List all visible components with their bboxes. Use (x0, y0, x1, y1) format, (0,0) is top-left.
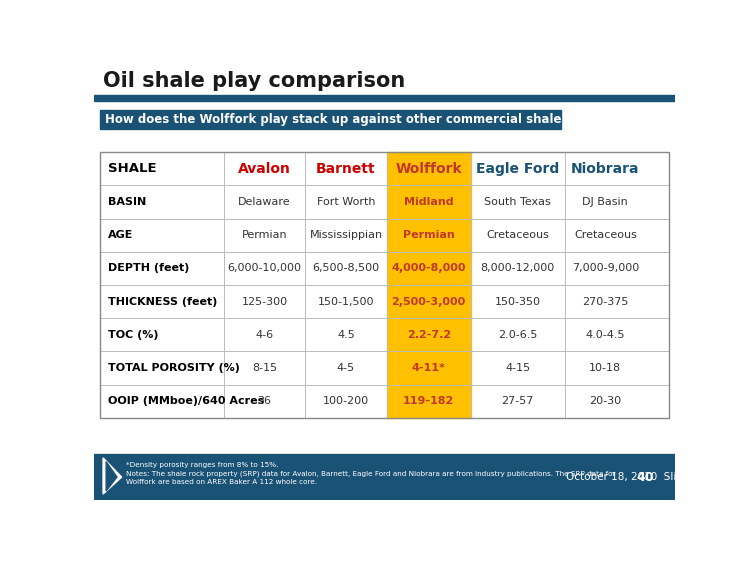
Text: 20-30: 20-30 (590, 396, 622, 406)
Text: 27-57: 27-57 (502, 396, 534, 406)
Text: 6,500-8,500: 6,500-8,500 (313, 264, 380, 273)
Polygon shape (106, 461, 117, 491)
Text: 270-375: 270-375 (582, 297, 628, 306)
Text: Notes: The shale rock property (SRP) data for Avalon, Barnett, Eagle Ford and Ni: Notes: The shale rock property (SRP) dat… (126, 470, 616, 477)
Text: 119-182: 119-182 (403, 396, 454, 406)
Text: Oil shale play comparison: Oil shale play comparison (103, 71, 405, 91)
Text: Wolffork: Wolffork (395, 162, 462, 176)
Text: 4.0-4.5: 4.0-4.5 (586, 330, 625, 340)
Text: Cretaceous: Cretaceous (486, 230, 549, 240)
Text: Avalon: Avalon (238, 162, 291, 176)
Text: Permian: Permian (242, 230, 287, 240)
Text: 2.0-6.5: 2.0-6.5 (498, 330, 538, 340)
Text: TOC (%): TOC (%) (108, 330, 158, 340)
Text: Midland: Midland (404, 197, 454, 207)
Text: 40: 40 (636, 470, 654, 483)
Text: Eagle Ford: Eagle Ford (476, 162, 560, 176)
Bar (100, 110, 561, 129)
Text: Barnett: Barnett (316, 162, 376, 176)
Text: Mississippian: Mississippian (310, 230, 382, 240)
Text: 2.2-7.2: 2.2-7.2 (406, 330, 451, 340)
Text: 4-5: 4-5 (337, 363, 355, 373)
Text: Niobrara: Niobrara (571, 162, 640, 176)
Text: Permian: Permian (403, 230, 454, 240)
Text: 2,500-3,000: 2,500-3,000 (392, 297, 466, 306)
Text: Fort Worth: Fort Worth (316, 197, 375, 207)
Text: AGE: AGE (108, 230, 133, 240)
Text: Cretaceous: Cretaceous (574, 230, 637, 240)
Text: THICKNESS (feet): THICKNESS (feet) (108, 297, 217, 306)
Text: 125-300: 125-300 (242, 297, 288, 306)
Text: 7,000-9,000: 7,000-9,000 (572, 264, 639, 273)
Text: South Texas: South Texas (484, 197, 551, 207)
Text: DJ Basin: DJ Basin (583, 197, 628, 207)
Text: 150-350: 150-350 (495, 297, 541, 306)
Text: Wolffork are based on AREX Baker A 112 whole core.: Wolffork are based on AREX Baker A 112 w… (126, 479, 317, 484)
Text: DEPTH (feet): DEPTH (feet) (108, 264, 189, 273)
Text: How does the Wolffork play stack up against other commercial shale oil plays?: How does the Wolffork play stack up agai… (105, 113, 628, 126)
Text: 36: 36 (258, 396, 272, 406)
Text: OOIP (MMboe)/640 Acres: OOIP (MMboe)/640 Acres (108, 396, 264, 406)
Text: October 18, 2010  Slide: October 18, 2010 Slide (566, 472, 693, 482)
Bar (100, 152, 669, 418)
Text: 4-6: 4-6 (256, 330, 274, 340)
Text: SHALE: SHALE (108, 162, 156, 175)
Text: 4,000-8,000: 4,000-8,000 (392, 264, 466, 273)
Text: 8-15: 8-15 (252, 363, 278, 373)
Text: 6,000-10,000: 6,000-10,000 (228, 264, 302, 273)
Text: 4-11*: 4-11* (412, 363, 446, 373)
Text: 8,000-12,000: 8,000-12,000 (481, 264, 555, 273)
Text: 100-200: 100-200 (323, 396, 369, 406)
Text: Delaware: Delaware (238, 197, 291, 207)
Bar (94, 95, 675, 101)
Text: 4-15: 4-15 (506, 363, 530, 373)
Text: 4.5: 4.5 (337, 330, 355, 340)
Text: *Density porosity ranges from 8% to 15%.: *Density porosity ranges from 8% to 15%. (126, 461, 279, 468)
Bar (94, 454, 675, 500)
Text: 10-18: 10-18 (590, 363, 622, 373)
Bar (387, 152, 471, 418)
Text: 150-1,500: 150-1,500 (318, 297, 374, 306)
Text: BASIN: BASIN (108, 197, 146, 207)
Polygon shape (103, 458, 122, 494)
Text: TOTAL POROSITY (%): TOTAL POROSITY (%) (108, 363, 239, 373)
